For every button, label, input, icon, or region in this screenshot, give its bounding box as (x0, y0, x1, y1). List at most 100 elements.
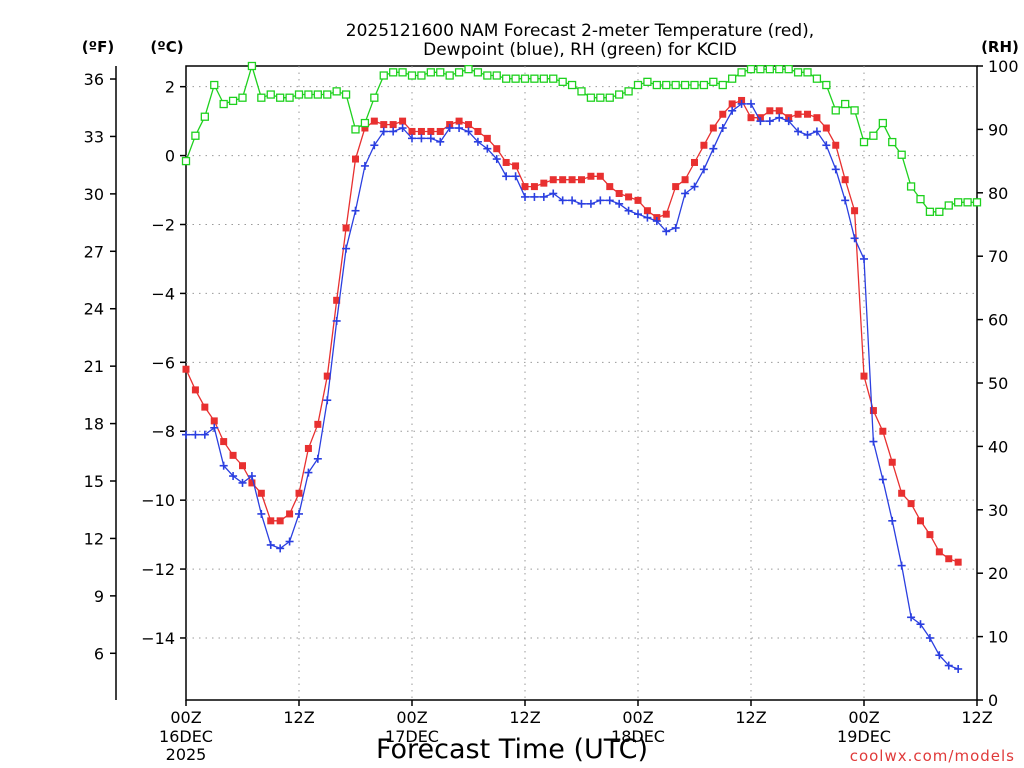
temperature-point (662, 210, 670, 218)
temperature-point (229, 451, 237, 459)
rh-tick-label: 0 (988, 691, 998, 710)
dewpoint-point (747, 99, 755, 108)
dewpoint-point (662, 227, 671, 236)
temperature-point (352, 155, 359, 163)
dewpoint-point (455, 124, 464, 133)
rh-unit-label: (RH) (981, 38, 1019, 56)
temperature-point (370, 117, 378, 125)
dewpoint-point (304, 468, 313, 477)
temperature-point (210, 417, 218, 425)
rh-point (690, 80, 699, 90)
date-label: 17DEC (385, 727, 439, 746)
time-tick-label: 12Z (283, 708, 314, 727)
temperature-point (427, 127, 435, 135)
dewpoint-point (229, 472, 238, 481)
dewpoint-point (417, 134, 426, 143)
rh-point (445, 71, 454, 80)
dewpoint-point (681, 189, 690, 198)
dewpoint-point (624, 206, 633, 215)
temperature-point (530, 183, 538, 191)
temperature-point (333, 296, 341, 304)
dewpoint-point (342, 244, 351, 253)
dewpoint-point (182, 430, 190, 439)
temperature-point (606, 183, 614, 191)
dewpoint-point (247, 472, 256, 481)
temperature-point (549, 176, 557, 184)
rh-point (436, 68, 445, 77)
temperature-point (304, 444, 312, 452)
temperature-point (860, 372, 868, 380)
rh-tick-label: 90 (988, 120, 1008, 139)
fahrenheit-tick-label: 24 (84, 300, 104, 319)
dewpoint-point (492, 155, 501, 164)
celsius-tick-label: −4 (151, 284, 175, 303)
dewpoint-point (803, 130, 812, 139)
dewpoint-point (379, 127, 388, 136)
temperature-point (625, 193, 633, 201)
date-label: 18DEC (611, 727, 665, 746)
rh-point (379, 71, 388, 80)
dewpoint-point (511, 172, 520, 181)
rh-point (888, 137, 897, 147)
dewpoint-point (295, 509, 303, 518)
rh-point (511, 74, 520, 83)
time-tick-label: 12Z (961, 708, 992, 727)
temperature-point (323, 372, 331, 380)
rh-point (831, 106, 840, 115)
temperature-point (455, 117, 463, 125)
rh-point (389, 68, 398, 77)
rh-point (191, 131, 200, 140)
dewpoint-point (549, 189, 558, 198)
rh-point (925, 207, 935, 216)
temperature-point (399, 117, 407, 125)
dewpoint-point (728, 106, 737, 115)
fahrenheit-tick-label: 30 (84, 185, 104, 204)
temperature-point (917, 517, 924, 525)
rh-point (878, 118, 887, 128)
rh-point (643, 77, 652, 86)
celsius-tick-label: −10 (141, 491, 175, 510)
rh-point (737, 68, 746, 77)
x-axis-label: Forecast Time (UTC) (376, 734, 648, 765)
dewpoint-point (925, 633, 934, 642)
rh-point (332, 87, 341, 96)
temperature-point (512, 162, 520, 170)
rh-point (662, 80, 671, 90)
time-tick-label: 00Z (848, 708, 879, 727)
temperature-point (248, 479, 256, 487)
fahrenheit-tick-label: 33 (84, 127, 104, 146)
dewpoint-point (615, 199, 624, 208)
rh-point (238, 93, 247, 102)
temperature-point (691, 158, 698, 166)
rh-point (633, 80, 643, 90)
dewpoint-point (699, 165, 708, 174)
rh-point (803, 68, 812, 77)
rh-point (426, 68, 435, 77)
data-series (181, 61, 982, 673)
celsius-tick-label: −12 (141, 560, 175, 579)
rh-point (624, 87, 633, 96)
date-label: 19DEC (837, 727, 891, 746)
date-label: 16DEC (159, 727, 213, 746)
temperature-point (436, 127, 444, 135)
dewpoint-point (784, 117, 793, 126)
dewpoint-point (219, 461, 228, 470)
rh-point (276, 93, 285, 102)
dewpoint-point (238, 478, 247, 487)
rh-point (718, 80, 727, 90)
temperature-point (474, 127, 482, 135)
dewpoint-point (954, 664, 963, 673)
temperature-point (559, 176, 567, 184)
dewpoint-point (323, 396, 332, 405)
temperature-point (568, 176, 576, 184)
dewpoint-point (831, 165, 840, 174)
rh-point (775, 65, 784, 74)
rh-tick-label: 100 (988, 57, 1019, 76)
rh-point (219, 99, 228, 109)
rh-point (916, 194, 925, 204)
rh-point (407, 71, 417, 80)
rh-point (539, 74, 548, 83)
rh-point (963, 198, 972, 207)
dewpoint-line (186, 103, 959, 670)
temperature-point (709, 124, 717, 132)
